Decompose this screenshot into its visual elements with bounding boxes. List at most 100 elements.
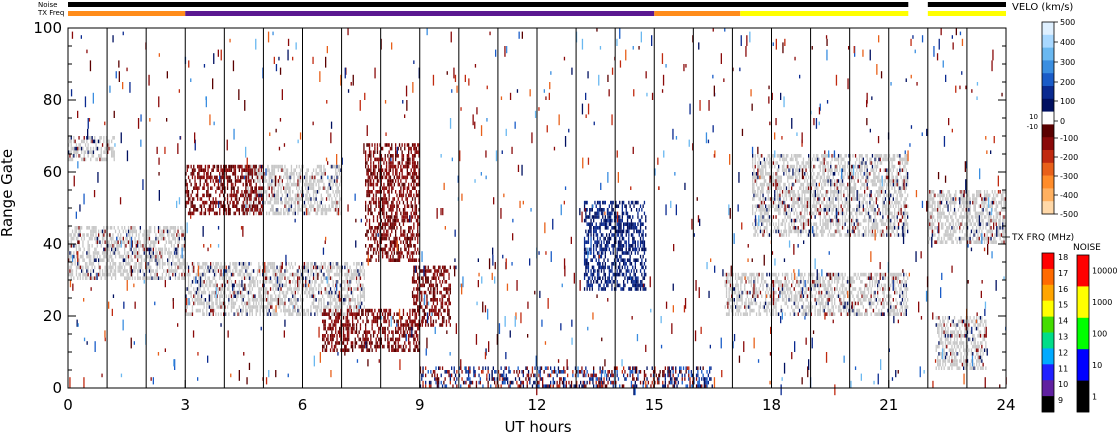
echo-cell <box>108 254 110 259</box>
echo-cell <box>376 157 379 162</box>
echo-cell <box>370 337 372 342</box>
echo-cell <box>75 146 78 151</box>
echo-cell <box>617 258 620 262</box>
echo-cell <box>111 146 113 151</box>
echo-cell <box>590 222 592 226</box>
echo-cell <box>229 211 231 216</box>
echo-cell <box>279 305 281 309</box>
echo-cell <box>440 269 442 273</box>
echo-cell <box>410 211 412 216</box>
echo-cell <box>170 269 173 273</box>
echo-cell <box>370 154 372 158</box>
echo-cell <box>336 175 338 180</box>
echo-cell <box>415 164 418 169</box>
echo-cell <box>127 258 130 262</box>
echo-cell <box>301 290 303 295</box>
echo-cell <box>273 283 276 288</box>
echo-cell <box>113 154 115 158</box>
echo-cell <box>608 269 610 273</box>
echo-cell <box>413 272 415 277</box>
echo-cell <box>636 276 638 280</box>
echo-cell <box>606 283 608 288</box>
echo-cell <box>408 172 410 176</box>
echo-cell <box>591 265 593 270</box>
echo-cell <box>384 247 386 252</box>
noise-bar-segment <box>68 2 909 7</box>
echo-cell <box>269 208 272 212</box>
echo-cell <box>371 341 373 345</box>
echo-cell <box>249 175 251 180</box>
echo-cell <box>206 182 208 187</box>
echo-cell <box>247 168 250 172</box>
echo-cell <box>159 251 161 255</box>
echo-cell <box>402 215 405 219</box>
echo-cell <box>262 211 264 216</box>
echo-cell <box>241 193 243 198</box>
echo-cell <box>368 168 371 172</box>
echo-cell <box>75 226 78 230</box>
echo-cell <box>372 182 375 187</box>
echo-cell <box>301 186 303 190</box>
echo-cell <box>95 236 97 241</box>
echo-cell <box>595 258 597 262</box>
echo-cell <box>105 229 108 234</box>
echo-cell <box>112 236 114 241</box>
echo-cell <box>264 294 266 298</box>
echo-cell <box>70 269 72 273</box>
echo-cell <box>409 240 411 244</box>
echo-cell <box>281 283 283 288</box>
echo-cell <box>331 294 333 298</box>
echo-cell <box>283 283 285 288</box>
echo-cell <box>186 312 188 316</box>
echo-cell <box>79 229 81 234</box>
echo-cell <box>358 337 360 342</box>
echo-cell <box>113 150 115 154</box>
echo-cell <box>379 236 381 241</box>
echo-cell <box>164 247 166 252</box>
echo-cell <box>357 262 359 266</box>
echo-cell <box>238 211 240 216</box>
echo-cell <box>296 280 298 284</box>
echo-cell <box>260 168 263 172</box>
echo-cell <box>254 294 256 298</box>
echo-cell <box>625 211 627 216</box>
echo-cell <box>435 276 437 280</box>
echo-cell <box>137 272 139 277</box>
echo-cell <box>327 337 329 342</box>
echo-cell <box>91 236 93 241</box>
echo-cell <box>290 287 293 291</box>
echo-cell <box>393 182 395 187</box>
echo-cell <box>339 326 341 331</box>
echo-cell <box>236 179 238 183</box>
echo-cell <box>359 316 362 320</box>
echo-cell <box>263 190 265 194</box>
echo-cell <box>636 287 638 291</box>
echo-cell <box>104 150 106 154</box>
echo-cell <box>405 215 407 219</box>
echo-cell <box>237 308 239 313</box>
echo-cell <box>271 301 273 306</box>
echo-cell <box>319 179 321 183</box>
echo-cell <box>199 204 201 208</box>
echo-cell <box>211 301 213 306</box>
echo-cell <box>354 337 356 342</box>
echo-cell <box>599 222 601 226</box>
echo-cell <box>251 308 253 313</box>
echo-cell <box>285 168 287 172</box>
echo-cell <box>352 330 354 334</box>
echo-cell <box>255 305 257 309</box>
echo-cell <box>273 308 276 313</box>
echo-cell <box>98 233 100 237</box>
echo-cell <box>615 211 617 216</box>
echo-cell <box>280 272 282 277</box>
echo-cell <box>375 233 377 237</box>
echo-cell <box>299 190 302 194</box>
echo-cell <box>307 262 309 266</box>
echo-cell <box>414 280 416 284</box>
echo-cell <box>408 204 410 208</box>
echo-cell <box>151 240 153 244</box>
echo-cell <box>448 276 450 280</box>
echo-cell <box>589 215 591 219</box>
echo-cell <box>391 226 393 230</box>
echo-cell <box>603 272 605 277</box>
